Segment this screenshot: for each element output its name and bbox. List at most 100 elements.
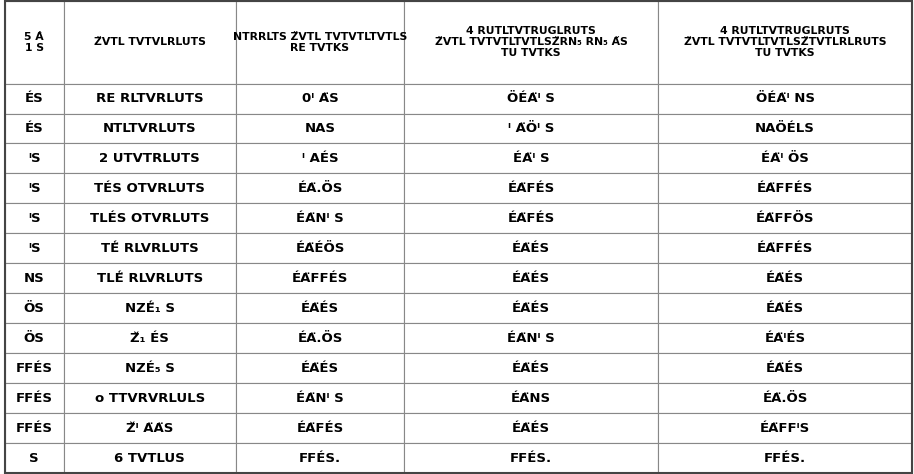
Text: ÉÄᴵ S: ÉÄᴵ S (513, 152, 549, 165)
Text: ÉÄᴵÉS: ÉÄᴵÉS (764, 332, 805, 345)
Text: ÉÄᴵ ÖS: ÉÄᴵ ÖS (761, 152, 809, 165)
Bar (64, 83, 236, 114)
Bar (5, 233, 64, 264)
Bar (236, 1, 404, 83)
Bar (236, 323, 404, 353)
Bar (658, 383, 912, 413)
Bar (64, 1, 236, 83)
Text: FFÉS: FFÉS (16, 392, 53, 405)
Bar (5, 293, 64, 323)
Bar (658, 323, 912, 353)
Bar (658, 203, 912, 233)
Text: 6 TVTLUS: 6 TVTLUS (114, 452, 186, 465)
Text: ŽVTL TVTVLRLUTS: ŽVTL TVTVLRLUTS (94, 37, 206, 47)
Bar (404, 233, 658, 264)
Bar (5, 383, 64, 413)
Bar (5, 144, 64, 173)
Text: ᴵ AÉS: ᴵ AÉS (302, 152, 338, 165)
Text: TÉ̈ RLVRLUTS: TÉ̈ RLVRLUTS (101, 242, 198, 255)
Bar (64, 114, 236, 144)
Bar (5, 443, 64, 473)
Text: ᴵS: ᴵS (27, 212, 40, 225)
Bar (64, 323, 236, 353)
Text: ÉÄFFᴵS: ÉÄFFᴵS (760, 421, 810, 435)
Text: NS: NS (24, 272, 45, 285)
Text: ÉÄÉS: ÉÄÉS (512, 272, 550, 285)
Bar (64, 413, 236, 443)
Bar (5, 203, 64, 233)
Text: ÉÄFFÖS: ÉÄFFÖS (756, 212, 814, 225)
Bar (658, 293, 912, 323)
Text: ÉÄÉS: ÉÄÉS (766, 302, 804, 315)
Bar (658, 443, 912, 473)
Bar (658, 264, 912, 293)
Bar (236, 413, 404, 443)
Text: RE RLTVRLUTS: RE RLTVRLUTS (96, 92, 204, 105)
Bar (404, 114, 658, 144)
Bar (236, 173, 404, 203)
Text: TLÉS OTVRLUTS: TLÉS OTVRLUTS (90, 212, 209, 225)
Bar (404, 173, 658, 203)
Bar (404, 1, 658, 83)
Bar (404, 323, 658, 353)
Bar (658, 144, 912, 173)
Bar (658, 233, 912, 264)
Text: ᴵ ÄÖᴵ S: ᴵ ÄÖᴵ S (508, 122, 554, 135)
Bar (5, 114, 64, 144)
Bar (236, 203, 404, 233)
Bar (236, 83, 404, 114)
Text: ÉÄNᴵ S: ÉÄNᴵ S (296, 392, 344, 405)
Bar (404, 83, 658, 114)
Text: ᴵS: ᴵS (27, 242, 40, 255)
Bar (64, 383, 236, 413)
Text: ÉS: ÉS (25, 122, 44, 135)
Bar (658, 114, 912, 144)
Text: Ž₁ ÉS: Ž₁ ÉS (131, 332, 169, 345)
Text: ÉÄÉS: ÉÄÉS (301, 362, 339, 374)
Bar (658, 413, 912, 443)
Text: ÖÉÄᴵ S: ÖÉÄᴵ S (507, 92, 555, 105)
Text: S: S (29, 452, 39, 465)
Text: ÉÄÉS: ÉÄÉS (766, 272, 804, 285)
Text: ÉÄÉS: ÉÄÉS (512, 421, 550, 435)
Text: ÉÄ.ÖS: ÉÄ.ÖS (297, 332, 343, 345)
Text: TLÉ̈ RLVRLUTS: TLÉ̈ RLVRLUTS (97, 272, 203, 285)
Bar (64, 203, 236, 233)
Bar (5, 353, 64, 383)
Text: ÉÄNᴵ S: ÉÄNᴵ S (296, 212, 344, 225)
Bar (64, 264, 236, 293)
Bar (236, 353, 404, 383)
Text: ÉÄFÉS: ÉÄFÉS (507, 182, 555, 195)
Bar (404, 264, 658, 293)
Bar (658, 83, 912, 114)
Text: ÉÄÉS: ÉÄÉS (512, 302, 550, 315)
Text: 4 RUTLTVTRUGLRUTS
ŽVTL TVTVTLTVTLSŽRN₅ RN₅ ǍS
TU TVTKS: 4 RUTLTVTRUGLRUTS ŽVTL TVTVTLTVTLSŽRN₅… (434, 26, 627, 58)
Text: 4 RUTLTVTRUGLRUTS
ŽVTL TVTVTLTVTLSŽTVTLRLRUTS
TU TVTKS: 4 RUTLTVTRUGLRUTS ŽVTL TVTVTLTVTLSŽTVT… (684, 26, 887, 58)
Bar (404, 443, 658, 473)
Bar (5, 83, 64, 114)
Text: ÉÄNᴵ S: ÉÄNᴵ S (507, 332, 555, 345)
Text: ÖÉÄᴵ NS: ÖÉÄᴵ NS (756, 92, 814, 105)
Text: 0ᴵ ÄS: 0ᴵ ÄS (302, 92, 338, 105)
Bar (404, 353, 658, 383)
Text: ÉÄFÉS: ÉÄFÉS (507, 212, 555, 225)
Text: ÉÄÉS: ÉÄÉS (512, 362, 550, 374)
Text: 2 UTVTRLUTS: 2 UTVTRLUTS (100, 152, 200, 165)
Text: ÖS: ÖS (24, 332, 45, 345)
Text: FFÉS.: FFÉS. (764, 452, 806, 465)
Text: FFÉS: FFÉS (16, 421, 53, 435)
Bar (236, 293, 404, 323)
Bar (64, 353, 236, 383)
Bar (5, 413, 64, 443)
Text: TÉS OTVRLUTS: TÉS OTVRLUTS (94, 182, 206, 195)
Text: ÉÄFFÉS: ÉÄFFÉS (757, 242, 813, 255)
Bar (236, 233, 404, 264)
Bar (64, 293, 236, 323)
Text: ÉÄÉS: ÉÄÉS (301, 302, 339, 315)
Text: ÉÄFÉS: ÉÄFÉS (296, 421, 344, 435)
Bar (236, 144, 404, 173)
Bar (236, 383, 404, 413)
Bar (64, 144, 236, 173)
Text: ÉS: ÉS (25, 92, 44, 105)
Text: FFÉS: FFÉS (16, 362, 53, 374)
